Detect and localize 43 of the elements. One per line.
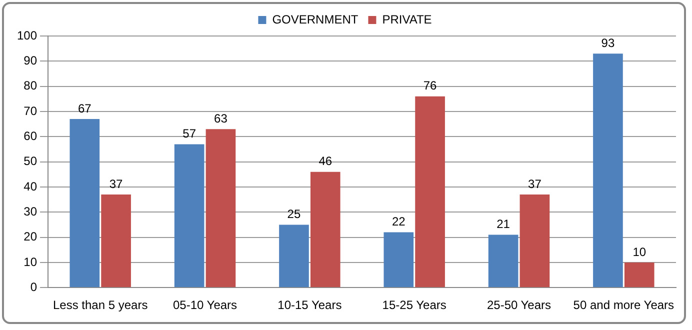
- bar: [415, 96, 445, 288]
- y-tick-label: 70: [24, 104, 38, 118]
- y-tick-label: 30: [24, 204, 38, 218]
- y-tick-label: 20: [24, 230, 38, 244]
- legend-label: GOVERNMENT: [272, 12, 359, 26]
- data-label: 21: [496, 217, 510, 232]
- data-label: 37: [528, 176, 542, 191]
- data-label: 57: [182, 126, 196, 140]
- x-tick-label: 10-15 Years: [278, 298, 342, 312]
- y-tick-label: 100: [16, 28, 38, 42]
- x-tick-label: 50 and more Years: [573, 298, 674, 312]
- bar: [206, 129, 236, 288]
- x-tick-label: 05-10 Years: [172, 298, 238, 312]
- bar: [101, 194, 131, 288]
- bar: [520, 194, 550, 288]
- data-label: 46: [318, 154, 332, 168]
- y-tick-label: 90: [24, 53, 38, 68]
- bar: [384, 232, 414, 288]
- y-tick-label: 60: [24, 128, 38, 143]
- y-tick-label: 50: [24, 154, 38, 168]
- x-tick-label: 15-25 Years: [382, 298, 446, 312]
- data-label: 67: [78, 101, 92, 116]
- bar: [174, 144, 204, 288]
- y-tick-label: 0: [30, 280, 38, 294]
- legend-label: PRIVATE: [382, 12, 432, 26]
- data-label: 37: [109, 176, 124, 191]
- bar: [624, 262, 654, 288]
- data-label: 22: [392, 214, 406, 229]
- data-label: 10: [632, 244, 646, 259]
- y-tick-label: 80: [24, 78, 38, 93]
- bar: [593, 54, 623, 288]
- y-tick-label: 40: [24, 179, 38, 194]
- bar: [310, 172, 340, 288]
- bar: [70, 119, 100, 288]
- data-label: 25: [287, 207, 301, 222]
- y-tick-label: 10: [24, 254, 38, 269]
- bar: [488, 234, 518, 288]
- x-tick-label: Less than 5 years: [52, 298, 148, 312]
- data-label: 76: [423, 78, 438, 93]
- data-label: 93: [601, 36, 615, 50]
- bar: [279, 224, 309, 288]
- data-label: 63: [214, 111, 228, 126]
- x-tick-label: 25-50 Years: [486, 298, 552, 312]
